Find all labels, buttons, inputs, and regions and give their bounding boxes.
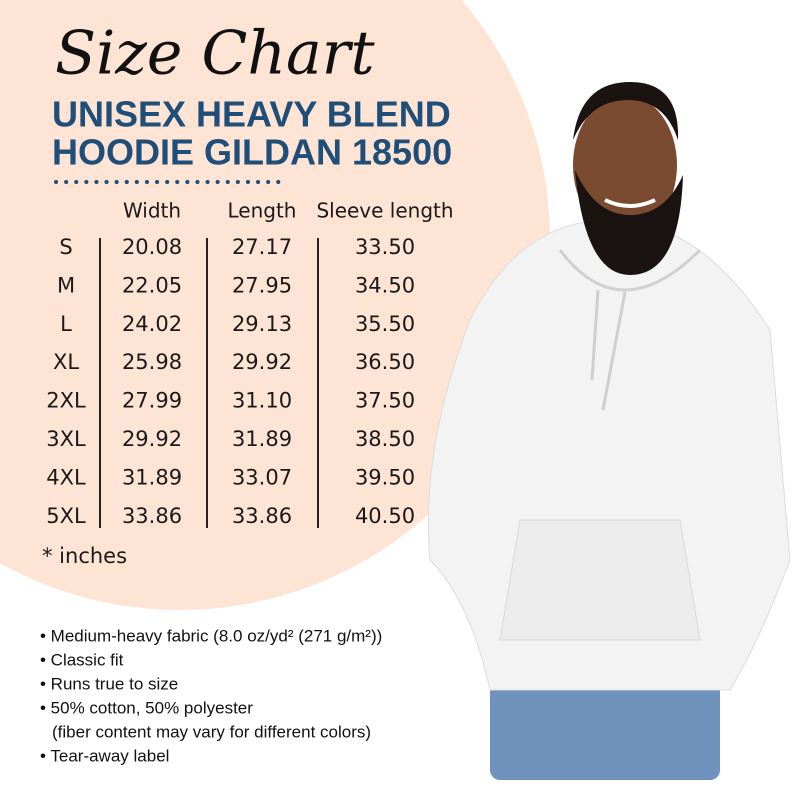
size-label: 5XL <box>46 504 86 528</box>
model-illustration <box>427 82 791 780</box>
table-note: * inches <box>42 544 127 568</box>
table-cell: 34.50 <box>355 273 415 297</box>
size-label: XL <box>53 350 79 374</box>
table-cell: 25.98 <box>122 350 182 374</box>
size-label: 2XL <box>46 389 86 413</box>
table-cell: 33.86 <box>122 504 182 528</box>
table-cell: 36.50 <box>355 350 415 374</box>
subtitle: UNISEX HEAVY BLEND <box>52 94 451 135</box>
feature-item: (fiber content may vary for different co… <box>52 722 371 741</box>
table-cell: 27.17 <box>232 235 292 259</box>
feature-item: • Tear-away label <box>40 746 169 765</box>
table-cell: 29.92 <box>122 427 182 451</box>
table-cell: 33.50 <box>355 235 415 259</box>
table-cell: 27.95 <box>232 273 292 297</box>
peach-circle <box>0 0 550 610</box>
table-cell: 33.86 <box>232 504 292 528</box>
table-cell: 35.50 <box>355 312 415 336</box>
size-label: L <box>60 312 72 336</box>
table-cell: 31.89 <box>122 465 182 489</box>
title: Size Chart <box>55 19 375 89</box>
table-cell: 31.10 <box>232 389 292 413</box>
table-cell: 40.50 <box>355 504 415 528</box>
table-cell: 27.99 <box>122 389 182 413</box>
table-cell: 37.50 <box>355 389 415 413</box>
subtitle: HOODIE GILDAN 18500 <box>52 132 452 173</box>
table-cell: 29.13 <box>232 312 292 336</box>
table-cell: 24.02 <box>122 312 182 336</box>
table-cell: 22.05 <box>122 273 182 297</box>
feature-item: • Runs true to size <box>40 674 178 693</box>
size-label: M <box>57 273 75 297</box>
table-cell: 31.89 <box>232 427 292 451</box>
feature-list: • Medium-heavy fabric (8.0 oz/yd² (271 g… <box>40 626 382 765</box>
feature-item: • Medium-heavy fabric (8.0 oz/yd² (271 g… <box>40 626 382 645</box>
table-cell: 20.08 <box>122 235 182 259</box>
table-cell: 38.50 <box>355 427 415 451</box>
size-label: 3XL <box>46 427 86 451</box>
column-header: Sleeve length <box>316 199 453 223</box>
feature-item: • Classic fit <box>40 650 124 669</box>
table-cell: 29.92 <box>232 350 292 374</box>
column-header: Width <box>123 199 181 223</box>
size-label: S <box>59 235 72 259</box>
size-label: 4XL <box>46 465 86 489</box>
table-cell: 39.50 <box>355 465 415 489</box>
feature-item: • 50% cotton, 50% polyester <box>40 698 253 717</box>
table-cell: 33.07 <box>232 465 292 489</box>
size-table: Width Length Sleeve length S 20.08 27.17 33.50… <box>46 199 453 528</box>
column-header: Length <box>228 199 297 223</box>
